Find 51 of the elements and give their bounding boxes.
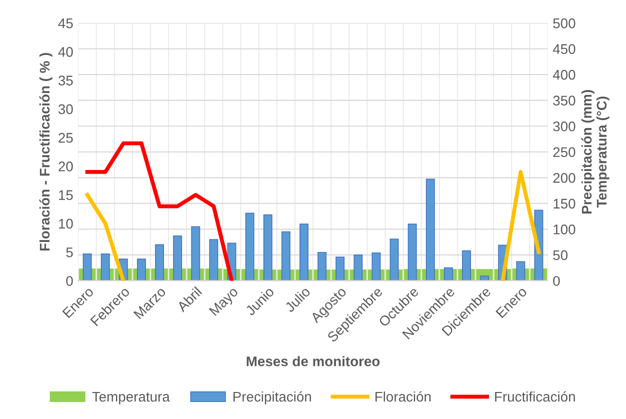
- bar: [336, 256, 345, 281]
- y2-tick-label: 50: [553, 250, 568, 260]
- y-tick-label: 40: [58, 47, 73, 57]
- y2-axis-title: Precipitación (mm) Temperatura (°C): [581, 90, 610, 214]
- y2-tick-label: 500: [553, 18, 576, 28]
- y-tick-label: 5: [66, 248, 73, 258]
- y2-tick-label: 400: [552, 70, 576, 80]
- bar: [191, 226, 200, 281]
- bar: [209, 239, 218, 281]
- bar: [426, 178, 435, 281]
- y2-tick-label: 150: [554, 198, 576, 209]
- bar: [408, 224, 417, 281]
- bar: [354, 254, 363, 281]
- y-tick-label: 0: [66, 276, 73, 286]
- y-tick-label: 15: [59, 190, 73, 200]
- y2-tick-label: 0: [553, 276, 560, 286]
- legend-label: Fructificación: [495, 391, 575, 402]
- legend-label: Floración: [375, 391, 431, 402]
- bar: [136, 258, 146, 281]
- bar: [372, 252, 381, 281]
- bar: [444, 267, 453, 281]
- legend-label: Precipitación: [233, 391, 311, 404]
- y2-tick-label: 300: [553, 121, 576, 132]
- y2-tick-label: 350: [553, 96, 576, 106]
- y-tick-label: 20: [58, 162, 73, 172]
- bar: [155, 244, 164, 281]
- bar: [318, 252, 327, 281]
- bar: [299, 224, 308, 281]
- bar: [82, 254, 92, 281]
- bar: [462, 250, 471, 281]
- bar: [173, 235, 182, 281]
- bar: [281, 231, 290, 281]
- y2-tick-label: 450: [552, 44, 576, 54]
- legend-label: Temperatura: [92, 392, 170, 404]
- y-axis-title: Floración - Fructificación ( % ): [39, 53, 52, 250]
- x-tick-label: Julio: [284, 286, 311, 313]
- y-tick-label: 45: [58, 18, 73, 28]
- bar: [263, 214, 272, 281]
- y2-tick-label: 200: [553, 172, 576, 183]
- y-tick-label: 10: [59, 218, 73, 229]
- y-tick-label: 35: [58, 76, 73, 86]
- y2-tick-label: 100: [554, 224, 576, 234]
- y-tick-label: 25: [58, 132, 73, 143]
- bar: [390, 238, 399, 281]
- y-tick-label: 30: [58, 104, 73, 114]
- line-series: [85, 141, 234, 281]
- bar: [516, 261, 526, 281]
- bar: [100, 254, 110, 281]
- y2-tick-label: 250: [553, 147, 576, 158]
- x-axis-title: Meses de monitoreo: [246, 356, 380, 366]
- bar: [245, 212, 254, 281]
